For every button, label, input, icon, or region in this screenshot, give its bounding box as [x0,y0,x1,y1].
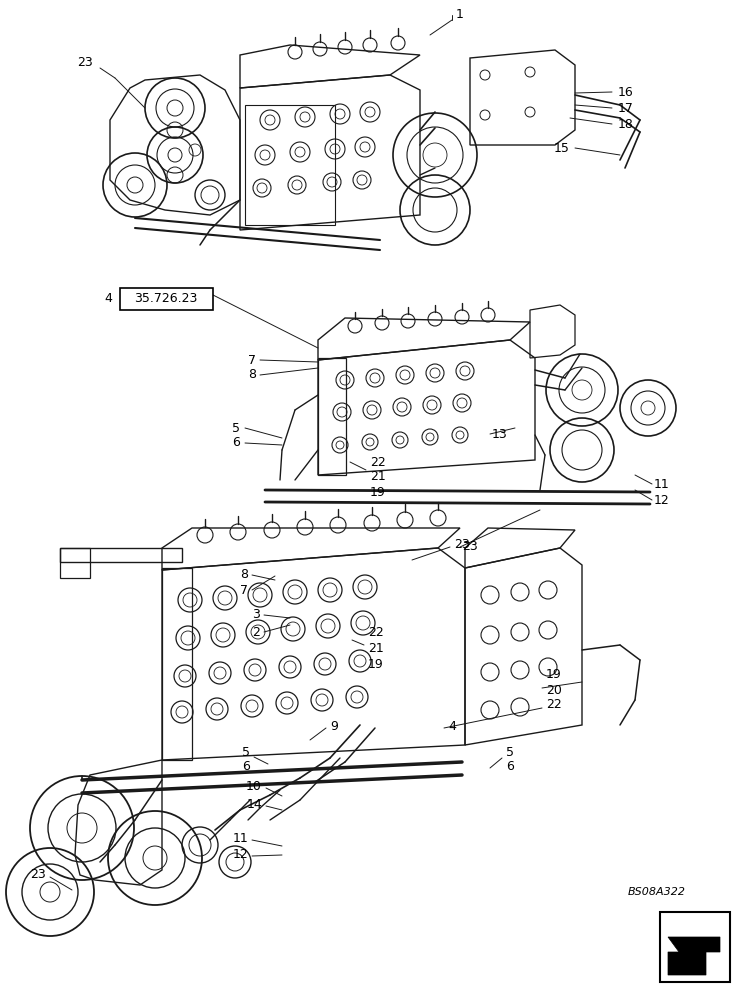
Text: 23: 23 [462,540,478,554]
Text: 35.726.23: 35.726.23 [135,292,197,306]
Text: 23: 23 [30,868,46,882]
Text: 1: 1 [456,8,464,21]
Text: 19: 19 [368,658,384,670]
FancyBboxPatch shape [120,288,213,310]
Text: 7: 7 [240,584,248,596]
Text: 19: 19 [370,486,386,498]
Text: 2: 2 [252,626,260,639]
Text: 6: 6 [232,436,240,450]
Text: 18: 18 [618,117,634,130]
Text: 4: 4 [448,720,456,732]
Text: 5: 5 [506,746,514,758]
Text: 19: 19 [546,668,562,682]
Text: 5: 5 [242,746,250,758]
Text: 6: 6 [242,760,250,774]
Text: 8: 8 [240,568,248,582]
Text: 17: 17 [618,102,634,114]
Polygon shape [668,937,720,975]
Text: 22: 22 [368,626,384,639]
Text: BS08A322: BS08A322 [628,887,686,897]
Bar [245,105,335,225]
Text: 10: 10 [246,780,262,792]
Text: 21: 21 [370,471,386,484]
Text: 9: 9 [330,720,338,732]
Text: 15: 15 [554,141,570,154]
Text: 7: 7 [248,354,256,366]
Text: 16: 16 [618,86,634,99]
Text: 21: 21 [368,642,384,654]
Text: 23: 23 [77,56,93,70]
Text: 11: 11 [232,832,248,844]
Text: 22: 22 [370,456,386,468]
Bar [162,568,192,760]
Text: 4: 4 [104,292,112,306]
Bar [660,912,730,982]
Bar [60,548,90,578]
Text: 8: 8 [248,368,256,381]
Text: 5: 5 [232,422,240,434]
Text: 6: 6 [506,760,514,774]
Text: 12: 12 [232,848,248,860]
Text: 23: 23 [454,538,470,550]
Text: 11: 11 [654,478,669,490]
Text: 12: 12 [654,493,669,506]
Bar [318,358,346,475]
Text: 13: 13 [492,428,508,440]
Text: 20: 20 [546,684,562,696]
Text: 22: 22 [546,698,562,712]
Text: 14: 14 [246,798,262,810]
Text: 3: 3 [252,608,260,621]
